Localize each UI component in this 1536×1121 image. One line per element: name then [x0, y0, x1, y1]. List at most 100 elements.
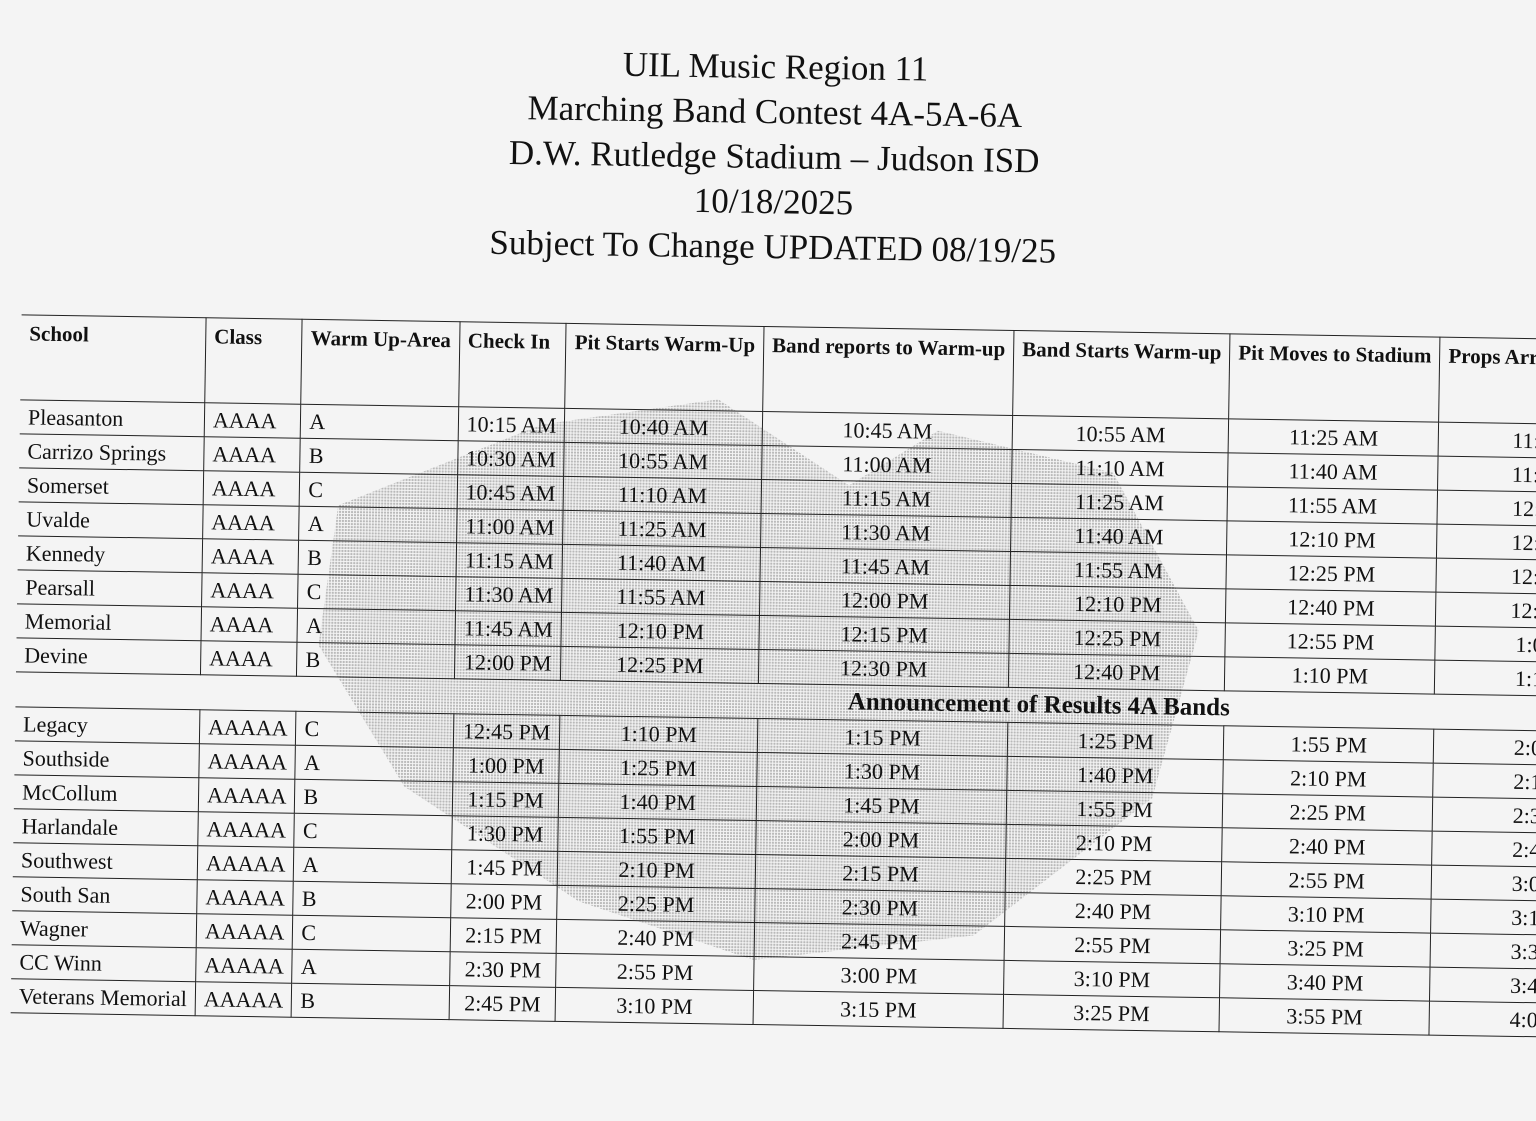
table-cell: 10:30 AM [457, 440, 565, 477]
table-cell: 2:25 PM [557, 885, 756, 923]
table-cell: CC Winn [11, 944, 197, 982]
table-cell: 11:30 AM [1438, 422, 1536, 460]
table-cell: 2:30 PM [449, 951, 557, 988]
table-cell: 1:45 PM [450, 849, 559, 886]
table-cell: Harlandale [13, 808, 199, 846]
table-cell: 12:45 PM [1435, 592, 1536, 630]
table-cell: 1:55 PM [558, 817, 757, 855]
table-cell: 2:40 PM [556, 919, 755, 957]
table-cell: Legacy [14, 706, 200, 744]
table-cell: Pleasanton [19, 399, 205, 437]
table-cell: 2:15 PM [755, 854, 1006, 893]
table-cell: AAAAA [199, 709, 297, 746]
table-cell: 12:10 PM [561, 612, 760, 650]
table-cell: 11:30 AM [760, 513, 1012, 552]
table-cell: 12:10 PM [1226, 520, 1438, 559]
table-cell: AAAA [201, 572, 299, 609]
column-header: Props Arrive at Stadium [1438, 337, 1536, 426]
table-cell: AAAA [202, 538, 300, 575]
table-cell: 11:25 AM [1011, 483, 1228, 521]
table-cell: 11:45 AM [1437, 456, 1536, 494]
table-cell: AAAAA [198, 777, 296, 814]
table-cell: A [293, 847, 452, 884]
table-cell: 11:30 AM [455, 576, 563, 613]
table-cell: 3:00 PM [1431, 865, 1536, 903]
table-cell: A [299, 506, 457, 543]
table-cell: 12:25 PM [560, 646, 759, 684]
table-cell: 3:55 PM [1219, 997, 1430, 1036]
table-cell: AAAAA [198, 743, 296, 780]
table-cell: 10:55 AM [564, 442, 763, 480]
table-cell: 2:00 PM [1433, 729, 1536, 767]
table-cell: 12:15 PM [758, 615, 1010, 654]
table-cell: Devine [15, 637, 202, 675]
table-cell: Somerset [18, 467, 204, 505]
table-cell: 1:55 PM [1223, 725, 1435, 764]
table-cell: AAAA [202, 504, 300, 541]
table-cell: 2:45 PM [754, 922, 1005, 961]
table-cell: 1:15 PM [757, 718, 1008, 757]
table-cell: 11:55 AM [1010, 551, 1227, 589]
table-cell: 12:25 PM [1008, 619, 1226, 657]
table-cell: 3:45 PM [1429, 967, 1536, 1005]
table-cell: 11:15 AM [760, 479, 1012, 518]
table-cell: 10:45 AM [456, 474, 565, 511]
table-cell: 3:30 PM [1430, 933, 1536, 971]
table-cell: 3:15 PM [752, 990, 1004, 1029]
table-cell: Kennedy [17, 535, 203, 573]
table-cell: 12:00 PM [1437, 490, 1536, 528]
table-cell: 10:40 AM [564, 408, 763, 446]
table-cell: 1:40 PM [1006, 756, 1224, 794]
column-header: Pit Starts Warm-Up [565, 323, 764, 412]
table-cell: 1:10 PM [559, 715, 758, 753]
table-cell: AAAA [204, 402, 302, 439]
table-cell: 1:25 PM [1007, 722, 1225, 760]
table-cell: 3:00 PM [753, 956, 1005, 995]
table-cell: Carrizo Springs [19, 433, 205, 471]
table-cell: 2:25 PM [1222, 793, 1434, 832]
table-cell: 2:25 PM [1005, 858, 1222, 896]
table-cell: 2:10 PM [1222, 759, 1434, 798]
column-header: Warm Up-Area [301, 319, 460, 407]
table-cell: C [292, 915, 451, 952]
table-cell: 11:45 AM [759, 547, 1011, 586]
table-cell: McCollum [13, 774, 199, 812]
document-header: UIL Music Region 11 Marching Band Contes… [5, 32, 1536, 281]
table-cell: 1:25 PM [559, 749, 758, 787]
table-cell: 2:15 PM [449, 917, 558, 954]
table-cell: B [293, 881, 451, 918]
table-cell: 3:15 PM [1430, 899, 1536, 937]
table-cell: 3:25 PM [1003, 994, 1220, 1032]
table-cell: 11:10 AM [1011, 449, 1229, 487]
table-cell: AAAAA [196, 879, 294, 916]
table-cell: 11:00 AM [456, 508, 564, 545]
table-cell: C [294, 813, 452, 850]
table-cell: 10:55 AM [1012, 415, 1229, 453]
table-cell: 12:00 PM [759, 581, 1011, 620]
table-cell: 1:00 PM [1435, 626, 1536, 664]
table-cell: 3:10 PM [1220, 895, 1432, 934]
schedule-table: School Class Warm Up-Area Check In Pit Start… [10, 314, 1536, 1045]
column-header: Check In [458, 321, 567, 409]
table-cell: 2:30 PM [754, 888, 1006, 927]
table-cell: South San [12, 876, 198, 914]
table-cell: C [299, 472, 458, 509]
table-cell: 2:00 PM [755, 820, 1007, 859]
table-cell: 1:55 PM [1006, 790, 1223, 828]
table-cell: 12:55 PM [1225, 622, 1436, 661]
table-cell: 2:40 PM [1004, 892, 1222, 930]
table-cell: AAAA [200, 640, 298, 677]
table-cell: 12:15 PM [1436, 524, 1536, 562]
table-cell: Uvalde [18, 501, 204, 539]
table-cell: AAAAA [195, 947, 293, 984]
column-header: Band Starts Warm-up [1012, 330, 1231, 419]
table-cell: B [296, 642, 455, 679]
table-cell: AAAAA [197, 811, 295, 848]
table-cell: 12:25 PM [1226, 554, 1437, 593]
table-cell: Southside [14, 740, 200, 778]
table-cell: AAAA [203, 436, 301, 473]
table-cell: 1:30 PM [756, 752, 1008, 791]
table-cell: 11:40 AM [1227, 452, 1439, 491]
table-cell: A [300, 404, 459, 441]
